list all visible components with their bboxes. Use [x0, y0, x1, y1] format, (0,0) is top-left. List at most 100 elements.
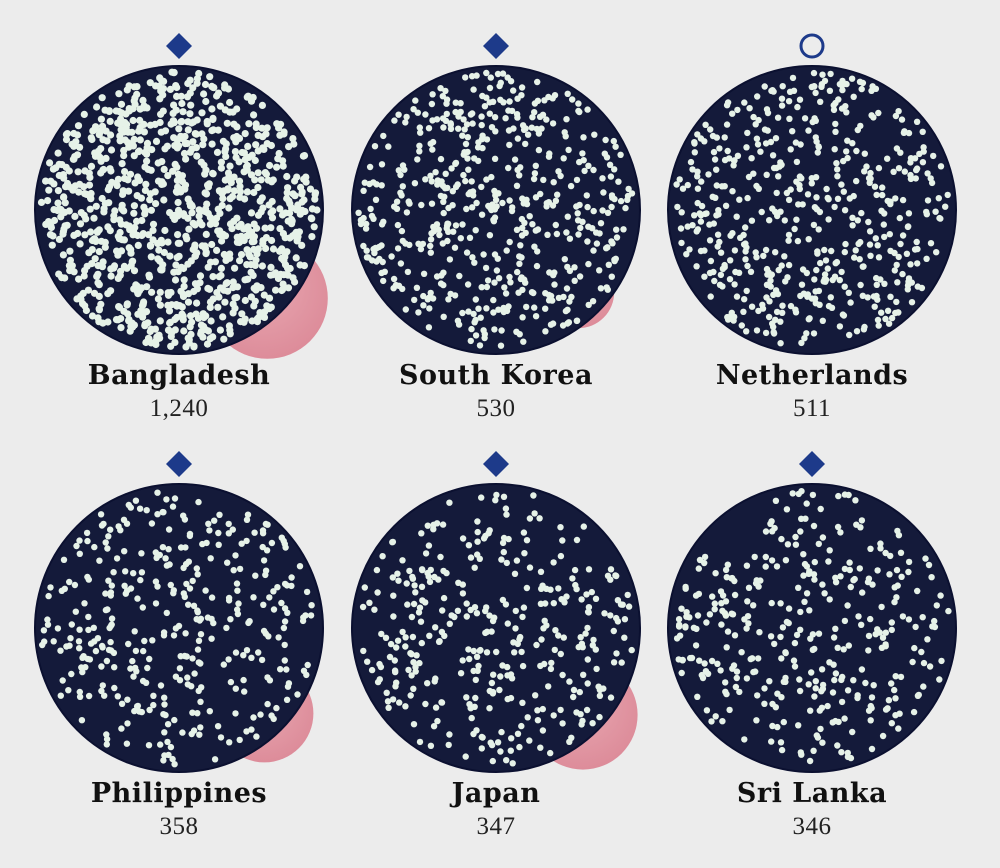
dot [503, 757, 510, 764]
dot [471, 604, 479, 611]
dot [161, 701, 168, 708]
dot [137, 194, 145, 202]
main-circle [667, 65, 957, 355]
dot [535, 146, 543, 154]
dot [555, 632, 562, 639]
dot [838, 268, 845, 276]
dot [214, 303, 222, 311]
dot [558, 596, 565, 603]
dot [268, 236, 276, 245]
dot [817, 505, 824, 513]
dot [135, 176, 144, 184]
diamond-icon [483, 451, 509, 477]
dot [519, 314, 526, 321]
dot [404, 601, 411, 608]
dot [131, 628, 138, 635]
dot [425, 542, 433, 549]
dot [415, 240, 422, 247]
dot [593, 240, 601, 247]
dot [467, 111, 475, 118]
dot [792, 139, 800, 146]
dot [698, 178, 705, 185]
dot [744, 262, 751, 270]
dot [437, 280, 445, 287]
dot [490, 671, 497, 678]
dot [42, 177, 50, 185]
dot [226, 162, 234, 170]
dot [432, 704, 440, 711]
main-circle [667, 483, 957, 773]
dot [148, 288, 156, 296]
dot [373, 258, 380, 265]
dot [173, 313, 181, 322]
dot [225, 204, 233, 212]
dot [270, 588, 277, 595]
dot [602, 136, 609, 144]
dot [711, 606, 718, 613]
dot [411, 180, 419, 187]
dot [830, 634, 838, 641]
dot [895, 165, 903, 172]
dot [107, 131, 115, 139]
dot [300, 196, 308, 204]
dot [184, 674, 191, 681]
dot [766, 217, 773, 224]
dot [57, 692, 64, 699]
dot [589, 642, 596, 649]
dot [721, 610, 728, 617]
dot [566, 738, 573, 745]
dot [213, 148, 222, 156]
dot [399, 628, 406, 636]
dot [429, 295, 437, 302]
dot [211, 517, 218, 524]
dot [266, 594, 273, 601]
dot [418, 639, 425, 647]
country-bubble-south-korea: South Korea 530 [336, 30, 656, 450]
dot [842, 240, 849, 248]
dot [81, 600, 88, 607]
dot [161, 729, 168, 736]
dot [782, 557, 790, 564]
dot [719, 718, 726, 725]
dot [821, 246, 828, 254]
dot [840, 188, 847, 195]
dot [418, 530, 425, 537]
dot [765, 313, 773, 321]
dot [427, 249, 434, 256]
dot [813, 194, 820, 201]
dot [302, 612, 309, 619]
dot [892, 695, 899, 702]
dot [413, 652, 420, 659]
dot [216, 102, 224, 110]
dot [281, 657, 288, 664]
dot [491, 326, 498, 333]
dot [391, 117, 398, 124]
dot [241, 130, 249, 138]
dot [465, 190, 472, 198]
dot [90, 235, 99, 243]
dot [470, 667, 477, 675]
dot [870, 682, 877, 689]
dot [291, 192, 299, 200]
dot [546, 269, 553, 276]
dot [379, 258, 386, 266]
dot [418, 201, 425, 209]
dot [144, 319, 152, 327]
dot [498, 556, 505, 563]
dot [189, 655, 196, 662]
dot [445, 228, 452, 235]
dot [186, 110, 194, 118]
dot [507, 694, 515, 702]
dot [238, 148, 246, 157]
dot [208, 635, 215, 642]
dot [39, 641, 46, 649]
dot [761, 83, 768, 90]
dot [105, 107, 113, 115]
dot [145, 335, 153, 343]
dot [705, 171, 712, 178]
dot [144, 165, 152, 173]
dot [127, 246, 135, 254]
dot [273, 704, 280, 712]
dot [248, 151, 256, 159]
dot [125, 107, 133, 115]
